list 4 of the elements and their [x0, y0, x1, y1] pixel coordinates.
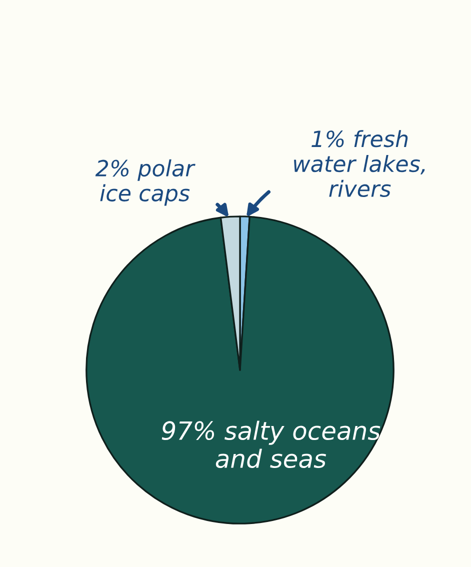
pie-slice — [86, 216, 394, 524]
slice-label: 2% polar ice caps — [95, 159, 196, 206]
slice-label: 1% fresh water lakes, rivers — [294, 130, 425, 198]
slice-label: 97% salty oceans and seas — [162, 420, 380, 468]
